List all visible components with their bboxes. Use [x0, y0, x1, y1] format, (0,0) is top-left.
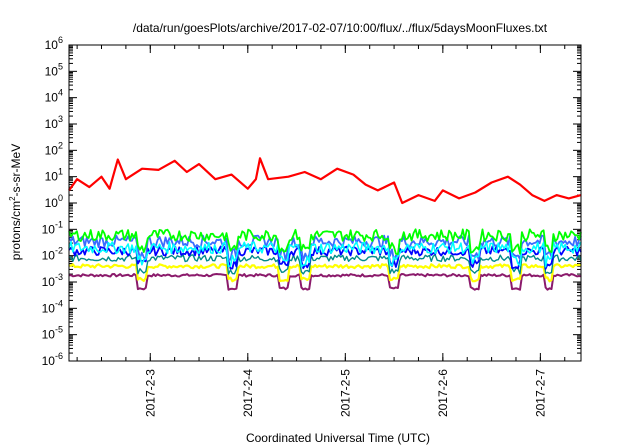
series-line — [68, 228, 582, 256]
y-tick-label: 10-5 — [42, 325, 63, 342]
x-tick-label: 2017-2-3 — [143, 369, 157, 417]
chart-title: /data/run/goesPlots/archive/2017-02-07/1… — [133, 21, 548, 35]
y-axis-label: protons/cm2-s-sr-MeV — [8, 144, 23, 260]
y-tick-label: 10-1 — [42, 219, 63, 236]
y-tick-label: 103 — [45, 114, 63, 131]
x-tick-label: 2017-2-7 — [533, 369, 547, 417]
series-line — [68, 263, 582, 283]
y-tick-label: 10-3 — [42, 272, 63, 289]
series-line — [68, 157, 582, 205]
plot-frame — [68, 44, 582, 362]
x-tick-label: 2017-2-6 — [436, 369, 450, 417]
series-line — [68, 245, 582, 270]
y-tick-label: 10-4 — [42, 298, 63, 315]
series-line — [68, 241, 582, 268]
axis-ticks: 10-6 10-5 10-4 10-3 10-2 10-1 100 101 102 103 104 1… — [42, 35, 581, 417]
x-tick-label: 2017-2-4 — [241, 369, 255, 417]
x-axis-label: Coordinated Universal Time (UTC) — [246, 431, 430, 445]
data-series — [68, 157, 582, 291]
y-tick-label: 10-6 — [42, 351, 63, 368]
y-tick-label: 10-2 — [42, 246, 63, 263]
series-line — [68, 254, 582, 275]
y-tick-label: 105 — [45, 61, 63, 78]
y-tick-label: 106 — [45, 35, 63, 52]
series-line — [68, 273, 582, 291]
y-tick-label: 104 — [45, 88, 63, 105]
y-tick-label: 101 — [45, 167, 63, 184]
y-tick-label: 100 — [45, 193, 63, 210]
y-tick-label: 102 — [45, 140, 63, 157]
x-tick-label: 2017-2-5 — [338, 369, 352, 417]
